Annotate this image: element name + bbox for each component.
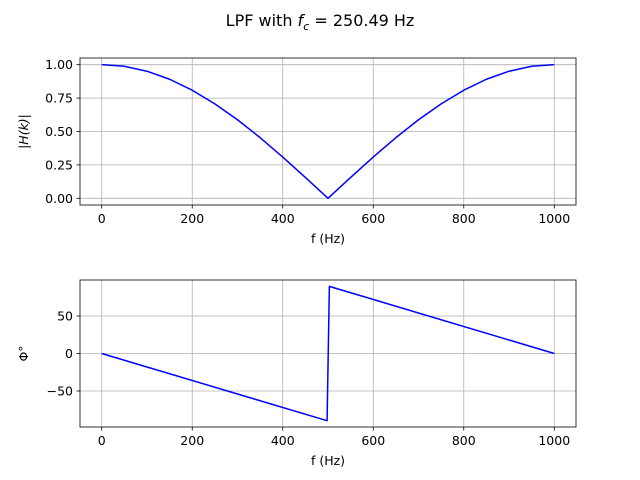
y-axis-label: |H(k)|	[16, 114, 31, 149]
figure-title-variable: f	[298, 11, 306, 30]
y-tick-label: 0.50	[45, 124, 73, 139]
x-tick-label: 400	[271, 433, 295, 448]
x-tick-label: 200	[180, 211, 204, 226]
figure-title-subscript: c	[303, 20, 309, 33]
x-tick-label: 0	[98, 433, 106, 448]
magnitude-plot: 0 200 400 600 800 1000 0.00 0.25 0.50 0.75 1.00 f (…	[16, 57, 577, 246]
x-tick-label: 0	[98, 211, 106, 226]
y-tick-label: 0.75	[45, 91, 73, 106]
x-axis-label: f (Hz)	[311, 231, 345, 246]
y-tick-label: 0.00	[45, 191, 73, 206]
x-tick-label: 1000	[538, 211, 570, 226]
y-axis-label: Φ°	[16, 345, 31, 361]
y-tick-label: 50	[57, 309, 73, 324]
figure-title: LPF with fc = 250.49 Hz	[226, 11, 415, 33]
x-tick-label: 800	[452, 211, 476, 226]
x-tick-label: 600	[361, 211, 385, 226]
x-tick-label: 600	[361, 433, 385, 448]
series-line	[101, 63, 555, 200]
x-axis-label: f (Hz)	[311, 453, 345, 468]
x-tick-label: 1000	[538, 433, 570, 448]
y-tick-label: 0.25	[45, 157, 73, 172]
figure-title-suffix: = 250.49 Hz	[309, 11, 414, 30]
series-line	[101, 285, 555, 422]
x-tick-label: 800	[452, 433, 476, 448]
x-tick-label: 200	[180, 433, 204, 448]
figure-title-prefix: LPF with	[226, 11, 298, 30]
x-tick-label: 400	[271, 211, 295, 226]
y-tick-label: 0	[65, 346, 73, 361]
y-tick-label: −50	[47, 384, 73, 399]
y-tick-label: 1.00	[45, 57, 73, 72]
phase-plot: 0 200 400 600 800 1000 −50 0 50 f (Hz) Φ°	[16, 279, 577, 468]
